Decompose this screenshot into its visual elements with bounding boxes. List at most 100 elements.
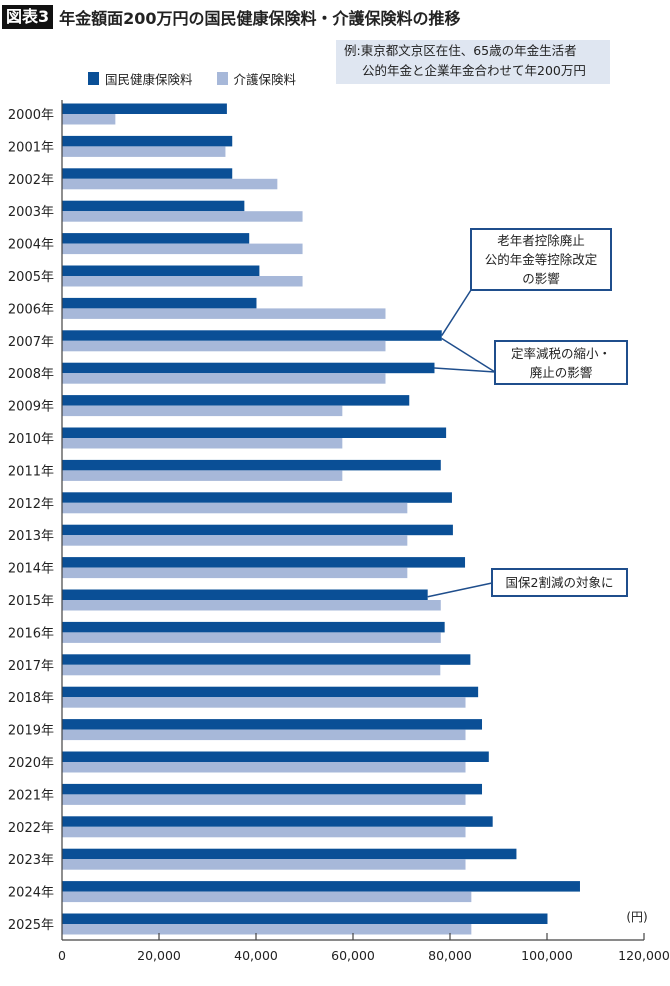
category-label: 2004年 (8, 238, 54, 253)
legend: 国民健康保険料 介護保険料 (88, 69, 296, 88)
bar-kaigo (62, 632, 441, 643)
x-tick-label: 20,000 (137, 948, 181, 963)
category-label: 2023年 (8, 853, 54, 868)
bar-kaigo (62, 535, 408, 546)
callout-text: 老年者控除廃止 (497, 233, 585, 248)
bar-kokuho (62, 265, 260, 276)
note-box: 例:東京都文京区在住、65歳の年金生活者 公的年金と企業年金合わせて年200万円 (336, 40, 610, 84)
x-tick-label: 80,000 (428, 948, 472, 963)
bar-kaigo (62, 308, 386, 319)
category-label: 2002年 (8, 173, 54, 188)
bar-kaigo (62, 502, 408, 514)
bar-kaigo (62, 826, 466, 838)
bar-kaigo (62, 470, 343, 481)
category-label: 2006年 (8, 302, 54, 317)
bar-kokuho (62, 168, 233, 179)
x-tick-label: 100,000 (521, 948, 573, 963)
x-tick-label: 60,000 (331, 948, 375, 963)
bar-kokuho (62, 751, 489, 762)
category-label: 2010年 (8, 432, 54, 447)
callout-text: 公的年金等控除改定 (484, 252, 598, 267)
bar-kokuho (62, 557, 466, 568)
bar-kaigo (62, 794, 466, 805)
category-label: 2014年 (8, 562, 54, 577)
bar-kaigo (62, 276, 303, 287)
bar-kokuho (62, 654, 471, 665)
bar-kokuho (62, 881, 580, 892)
category-label: 2016年 (8, 626, 54, 641)
bar-kaigo (62, 146, 226, 157)
note-line: 公的年金と企業年金合わせて年200万円 (362, 63, 586, 78)
category-label: 2020年 (8, 756, 54, 771)
bar-kokuho (62, 913, 548, 924)
category-label: 2000年 (8, 108, 54, 123)
callout-text: 国保2割減の対象に (505, 575, 614, 590)
bar-kaigo (62, 859, 466, 870)
x-tick-label: 0 (58, 948, 66, 963)
category-label: 2007年 (8, 335, 54, 350)
figure-badge: 図表3 (2, 5, 54, 29)
bar-kokuho (62, 135, 233, 147)
category-label: 2001年 (8, 140, 54, 155)
bar-kaigo (62, 114, 116, 125)
bar-kokuho (62, 524, 453, 536)
bar-kokuho (62, 297, 257, 309)
bar-kaigo (62, 664, 441, 676)
callout-text: 廃止の影響 (529, 364, 593, 380)
bar-kokuho (62, 492, 452, 503)
category-label: 2011年 (8, 464, 54, 479)
title-text: 年金額面200万円の国民健康保険料・介護保険料の推移 (59, 9, 461, 28)
unit-label: (円) (626, 910, 647, 924)
category-label: 2018年 (8, 691, 54, 706)
category-label: 2013年 (8, 529, 54, 544)
category-label: 2015年 (8, 594, 54, 609)
category-label: 2017年 (8, 659, 54, 674)
bar-kokuho (62, 103, 227, 114)
bar-kokuho (62, 816, 493, 827)
bar-kokuho (62, 783, 483, 795)
bar-kaigo (62, 340, 386, 352)
bar-kokuho (62, 395, 410, 406)
bar-kaigo (62, 924, 472, 935)
legend-label: 国民健康保険料 (105, 72, 193, 87)
callout-leader (427, 582, 493, 598)
legend-swatch-kokuho (88, 72, 99, 85)
bar-kokuho (62, 686, 479, 698)
bar-kaigo (62, 243, 303, 255)
bar-kokuho (62, 200, 245, 212)
legend-label: 介護保険料 (233, 72, 297, 87)
bar-kaigo (62, 729, 466, 741)
bar-kokuho (62, 427, 447, 438)
category-label: 2008年 (8, 367, 54, 382)
bar-kaigo (62, 891, 472, 903)
callout-text: 定率減税の縮小・ (510, 345, 611, 361)
bar-kaigo (62, 567, 408, 579)
category-label: 2003年 (8, 205, 54, 220)
category-label: 2012年 (8, 497, 54, 512)
category-label: 2025年 (8, 918, 54, 933)
bar-kaigo (62, 438, 343, 449)
callout-leader (441, 289, 472, 336)
category-label: 2021年 (8, 788, 54, 803)
category-label: 2005年 (8, 270, 54, 285)
bar-kokuho (62, 362, 435, 374)
bar-kaigo (62, 762, 466, 773)
bar-kaigo (62, 600, 441, 611)
category-label: 2024年 (8, 886, 54, 901)
bar-kaigo (62, 373, 386, 384)
bar-kokuho (62, 233, 250, 244)
bar-kaigo (62, 211, 303, 222)
x-tick-label: 40,000 (234, 948, 278, 963)
legend-swatch-kaigo (216, 72, 228, 85)
category-label: 2019年 (8, 724, 54, 739)
chart-title: 図表3 年金額面200万円の国民健康保険料・介護保険料の推移 (2, 4, 461, 30)
bar-kokuho (62, 621, 445, 633)
callout-1: 老年者控除廃止 公的年金等控除改定 の影響 (470, 228, 612, 291)
note-line: 例:東京都文京区在住、65歳の年金生活者 (344, 43, 577, 58)
callout-2: 定率減税の縮小・ 廃止の影響 (494, 340, 628, 385)
bar-kokuho (62, 459, 441, 471)
x-tick-label: 120,000 (618, 948, 670, 963)
callout-3: 国保2割減の対象に (491, 568, 628, 597)
bar-kokuho (62, 848, 517, 860)
